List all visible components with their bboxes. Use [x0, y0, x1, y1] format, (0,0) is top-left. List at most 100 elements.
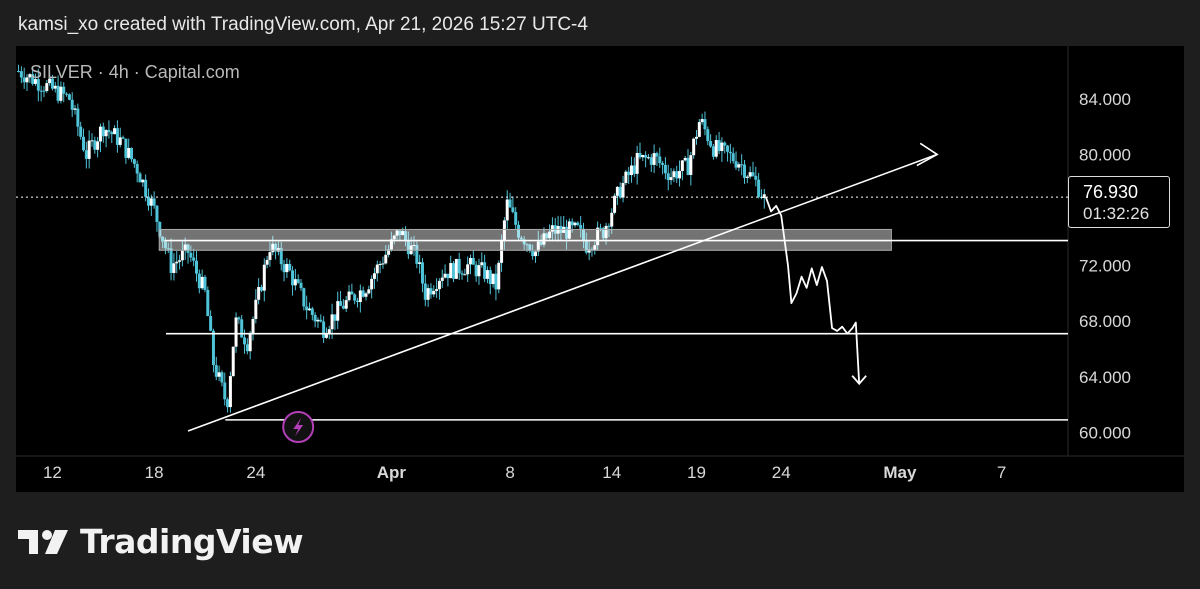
candle-down [356, 300, 360, 303]
x-tick-label: 7 [997, 463, 1006, 482]
candle-up [641, 155, 645, 158]
candle-down [743, 164, 747, 178]
candle-up [254, 299, 258, 320]
candle-up [573, 222, 577, 226]
candle-up [497, 262, 501, 290]
candle-down [415, 244, 419, 264]
candle-up [449, 263, 453, 279]
candle-up [73, 108, 77, 110]
candle-down [282, 264, 286, 273]
candle-up [87, 140, 91, 159]
last-price: 76.930 [1083, 182, 1139, 202]
candle-down [189, 252, 193, 258]
candle-down [494, 273, 498, 290]
candle-down [709, 141, 713, 147]
candle-down [195, 260, 199, 274]
candle-down [192, 257, 196, 261]
candle-down [19, 71, 23, 78]
candle-down [17, 71, 21, 73]
last-price-tag: 76.930 01:32:26 [1068, 176, 1170, 228]
candle-up [98, 126, 102, 142]
tradingview-logo[interactable]: TradingView [18, 522, 304, 561]
candle-down [339, 301, 343, 306]
candle-up [491, 273, 495, 285]
candle-down [757, 179, 761, 197]
candle-down [333, 314, 337, 321]
candle-down [226, 399, 230, 408]
candle-down [214, 365, 218, 377]
candle-up [440, 277, 444, 281]
price-chart[interactable]: 84.00080.00076.00072.00068.00064.00060.0… [16, 46, 1184, 492]
candle-up [344, 300, 348, 309]
candle-up [59, 86, 63, 101]
candle-up [347, 291, 351, 301]
candle-up [307, 308, 311, 311]
candle-down [661, 163, 665, 165]
candle-down [584, 240, 588, 253]
candle-down [313, 314, 317, 322]
y-tick-label: 60.000 [1079, 423, 1131, 442]
candle-up [271, 243, 275, 253]
candle-down [474, 264, 478, 277]
candle-down [155, 205, 159, 223]
candle-up [694, 136, 698, 139]
candle-down [666, 173, 670, 181]
candle-up [25, 77, 29, 83]
candle-up [745, 176, 749, 178]
candle-up [477, 265, 481, 277]
candle-down [457, 258, 461, 274]
candle-down [598, 227, 602, 229]
candle-down [79, 126, 83, 137]
candle-down [121, 137, 125, 139]
bar-countdown: 01:32:26 [1083, 204, 1150, 223]
candle-up [505, 199, 509, 221]
candle-down [70, 99, 74, 110]
candle-up [485, 270, 489, 279]
x-tick-label: 19 [687, 463, 706, 482]
candle-down [161, 236, 165, 242]
candle-up [45, 83, 49, 91]
candle-down [429, 288, 433, 295]
candle-up [646, 157, 650, 159]
candle-down [581, 228, 585, 241]
candle-down [211, 330, 215, 366]
candle-up [412, 244, 416, 246]
candle-down [649, 157, 653, 165]
candle-up [683, 157, 687, 161]
candle-up [692, 138, 696, 156]
candle-down [731, 153, 735, 162]
candle-down [186, 244, 190, 253]
candle-up [381, 263, 385, 265]
x-tick-label: 24 [772, 463, 791, 482]
candle-up [454, 258, 458, 279]
symbol-line: SILVER · 4h · Capital.com [30, 62, 240, 82]
candle-down [740, 164, 744, 166]
candle-down [296, 279, 300, 283]
candle-down [50, 78, 54, 89]
candle-down [644, 155, 648, 158]
candle-up [367, 289, 371, 294]
candle-up [389, 239, 393, 250]
candle-up [324, 334, 328, 338]
candle-down [565, 226, 569, 239]
candle-down [39, 90, 43, 92]
candle-up [262, 264, 266, 291]
candle-up [384, 254, 388, 264]
candle-up [395, 230, 399, 236]
candle-down [519, 237, 523, 240]
candle-up [96, 141, 100, 150]
candle-up [175, 261, 179, 264]
projection-path [765, 197, 861, 384]
candle-up [652, 153, 656, 165]
candle-up [372, 273, 376, 279]
candle-up [610, 212, 614, 227]
candle-down [56, 85, 60, 101]
candle-up [604, 225, 608, 239]
candle-down [706, 129, 710, 142]
chart-panel[interactable]: 84.00080.00076.00072.00068.00064.00060.0… [16, 46, 1184, 492]
candle-up [180, 250, 184, 261]
y-tick-label: 72.000 [1079, 257, 1131, 276]
candle-down [310, 308, 314, 315]
candle-down [62, 86, 66, 94]
candle-down [203, 276, 207, 290]
